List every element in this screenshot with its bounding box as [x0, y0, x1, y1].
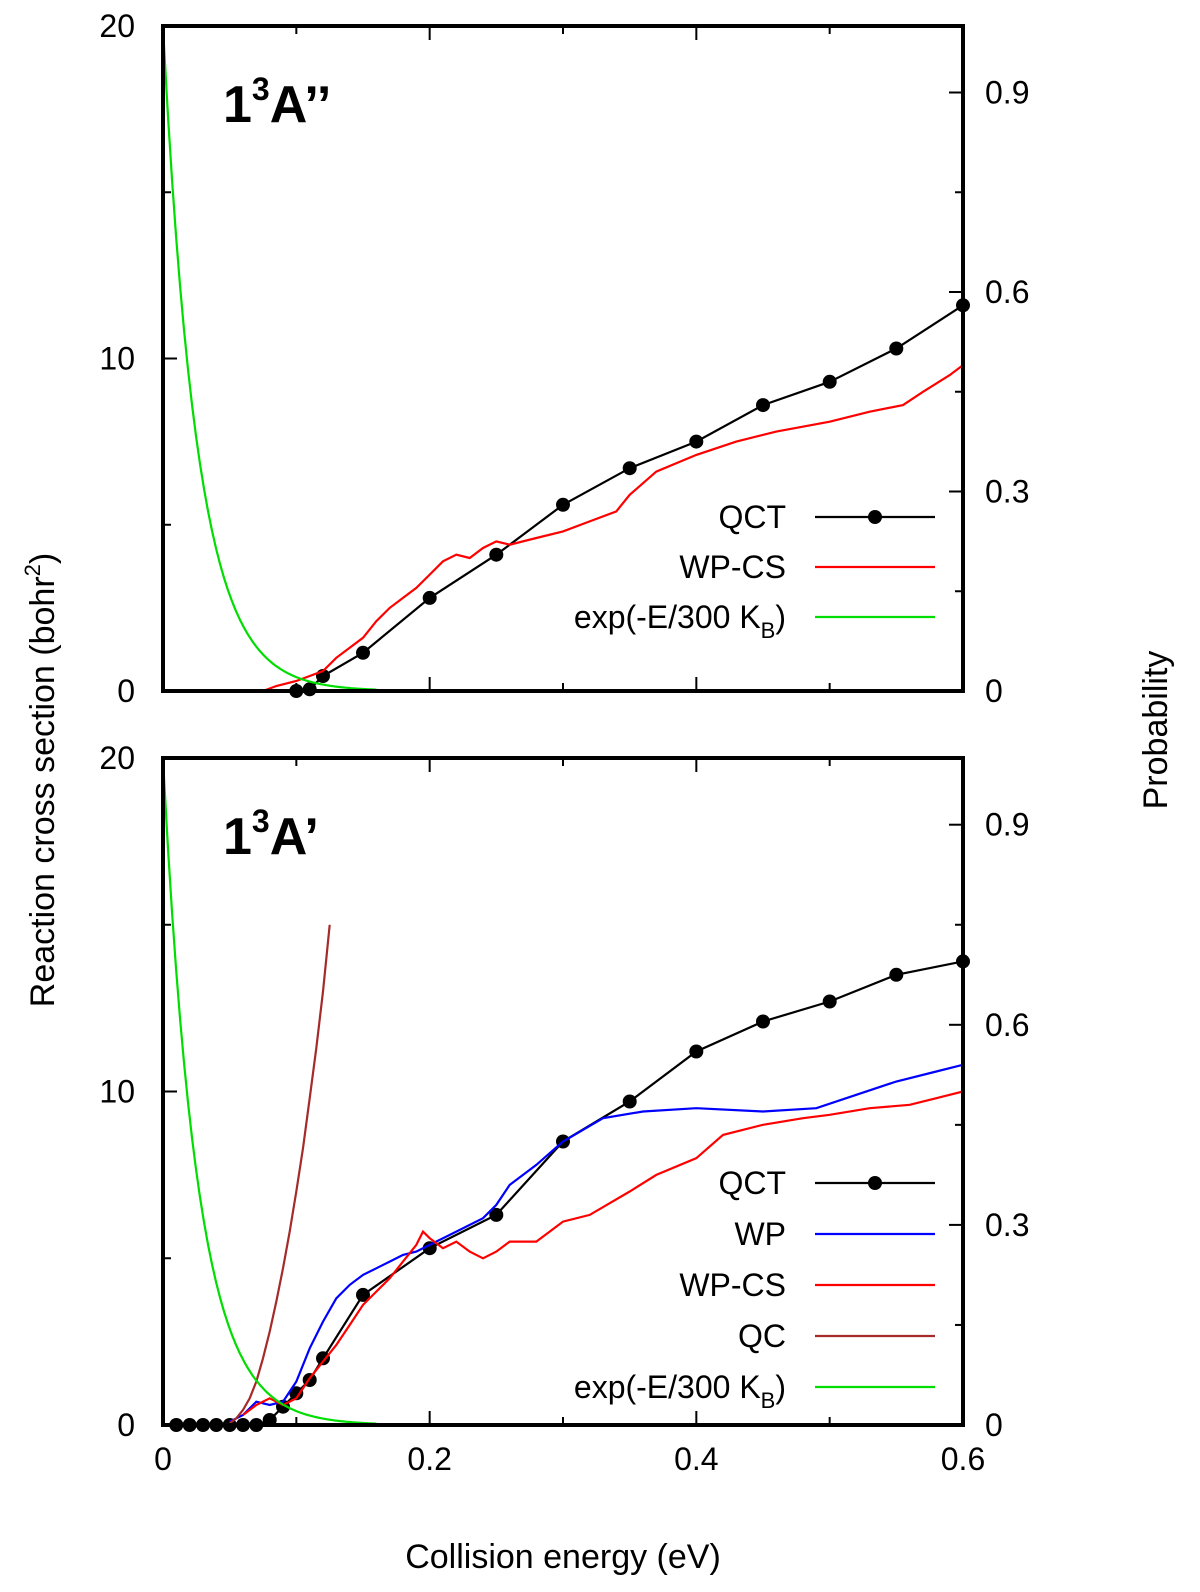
legend-label: exp(-E/300 KB) [574, 599, 786, 643]
data-point [822, 374, 837, 389]
y2-tick-label: 0.3 [985, 474, 1029, 510]
series-line-wp-cs [242, 1090, 963, 1416]
series-line-qct [176, 960, 963, 1425]
y2-tick-label: 0.9 [985, 807, 1029, 843]
data-point [289, 1386, 304, 1401]
data-point [889, 341, 904, 356]
panel-label: 13A’’ [223, 71, 331, 134]
legend-label: WP [734, 1216, 786, 1252]
y2-tick-label: 0.6 [985, 1007, 1029, 1043]
y2-tick-label: 0 [985, 673, 1003, 709]
data-point [422, 590, 437, 605]
data-point [489, 547, 504, 562]
series-line-wp [229, 1063, 963, 1423]
y-tick-label: 10 [99, 341, 135, 377]
legend-label: WP-CS [679, 549, 786, 585]
data-point [489, 1207, 504, 1222]
data-point [756, 1014, 770, 1029]
data-point [356, 645, 370, 660]
y2-tick-label: 0.9 [985, 75, 1029, 111]
data-point [689, 1044, 704, 1059]
data-point [316, 1351, 330, 1366]
x-tick-label: 0.2 [407, 1441, 451, 1477]
y2-tick-label: 0.3 [985, 1207, 1029, 1243]
legend-label: WP-CS [679, 1267, 786, 1303]
y2-tick-label: 0 [985, 1407, 1003, 1443]
y2-tick-label: 0.6 [985, 274, 1029, 310]
x-tick-label: 0.4 [674, 1441, 718, 1477]
panel-bottom: 0 0.2 0.4 0.60102000.30.60.913A’QCTWPWP-CSQ… [99, 740, 1029, 1477]
x-tick-label: 0 [154, 1441, 172, 1477]
y-axis-title: Reaction cross section (bohr2) [20, 553, 62, 1007]
legend-label: QCT [718, 1165, 786, 1201]
data-point [356, 1287, 370, 1302]
series-line-exp-e-300-kb- [163, 26, 377, 691]
data-point [689, 434, 704, 449]
panel-label: 13A’ [223, 803, 319, 866]
series-line-exp-e-300-kb- [163, 758, 377, 1425]
data-point [422, 1241, 437, 1256]
y-tick-label: 20 [99, 740, 135, 776]
legend-marker [868, 510, 882, 524]
series-line-qc [229, 924, 331, 1425]
data-point [622, 461, 637, 476]
legend-marker [868, 1176, 882, 1190]
y-tick-label: 20 [99, 8, 135, 44]
legend-label: exp(-E/300 KB) [574, 1369, 786, 1413]
data-point [822, 994, 837, 1009]
y-tick-label: 10 [99, 1074, 135, 1110]
data-point [889, 967, 904, 982]
legend-label: QCT [718, 499, 786, 535]
y2-axis-title: Probability [1137, 651, 1175, 810]
x-tick-label: 0.6 [941, 1441, 985, 1477]
panel-top: 0 10 20 0 0.3 0.6 0.9 13A’’ QCT WP-CS exp(-E/300 K… [99, 8, 1029, 709]
legend-label: QC [738, 1318, 786, 1354]
x-axis-title: Collision energy (eV) [405, 1538, 721, 1576]
y-tick-label: 0 [117, 673, 135, 709]
data-point [622, 1094, 637, 1109]
series-line-wp-cs [262, 364, 963, 691]
data-point [556, 497, 570, 512]
data-point [756, 398, 770, 413]
y-tick-label: 0 [117, 1407, 135, 1443]
